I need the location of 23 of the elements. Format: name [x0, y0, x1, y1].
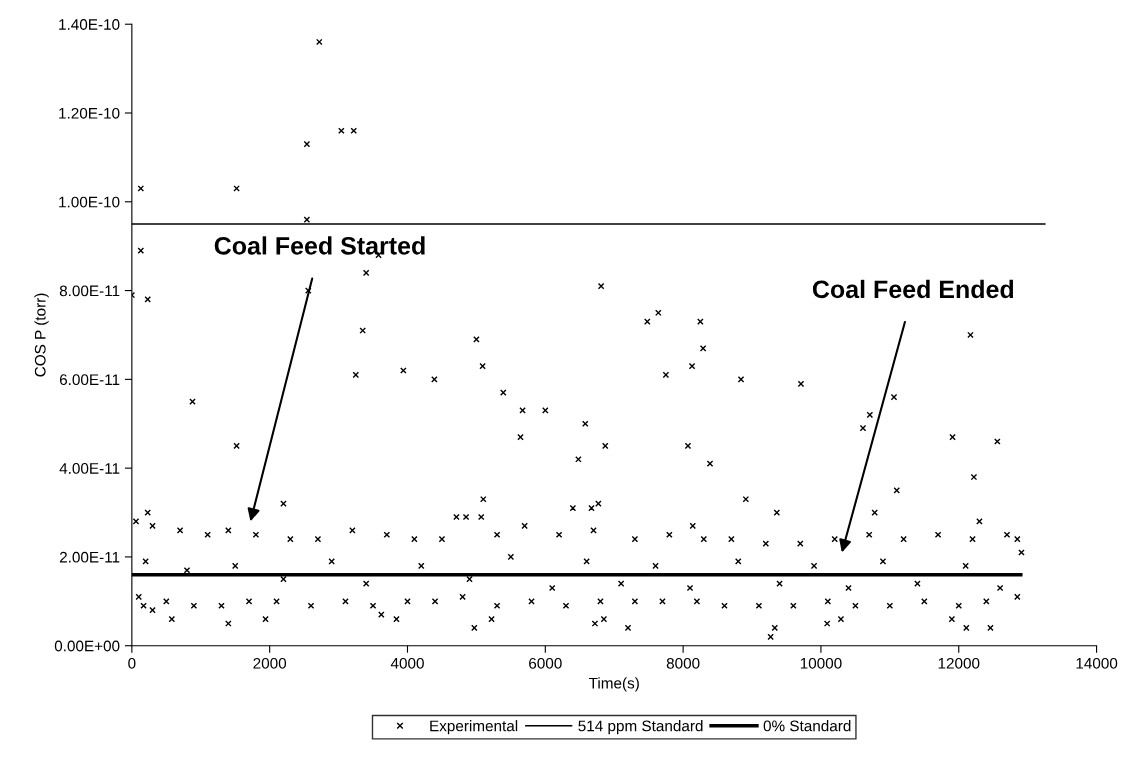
x-tick-label: 10000: [800, 657, 842, 669]
x-tick-label: 14000: [1076, 657, 1118, 669]
y-tick-label: 2.00E-11: [59, 551, 120, 563]
y-tick-label: 1.40E-10: [59, 19, 120, 30]
x-tick-label: 8000: [666, 657, 700, 669]
y-tick-label: 6.00E-11: [59, 374, 120, 386]
annotation: Coal Feed Ended: [812, 279, 1014, 299]
y-tick-label: 8.00E-11: [59, 285, 120, 297]
x-tick-label: 6000: [529, 657, 562, 669]
y-tick-label: 4.00E-11: [59, 463, 120, 474]
legend-label: 514 ppm Standard: [578, 720, 703, 735]
legend-label: Experimental: [430, 720, 518, 735]
x-tick-label: 2000: [253, 657, 287, 669]
x-tick-label: 4000: [390, 657, 424, 669]
y-axis-title: COS P (torr): [34, 293, 49, 377]
y-tick-label: 1.00E-10: [59, 196, 120, 208]
x-tick-label: 12000: [938, 657, 980, 669]
annotation: Coal Feed Started: [214, 236, 425, 255]
x-axis-title: Time(s): [588, 677, 639, 692]
y-tick-label: 0.00E+00: [54, 640, 120, 652]
legend-label: 0% Standard: [763, 720, 851, 732]
y-tick-label: 1.20E-10: [59, 107, 120, 119]
x-tick-label: 0: [128, 657, 136, 669]
